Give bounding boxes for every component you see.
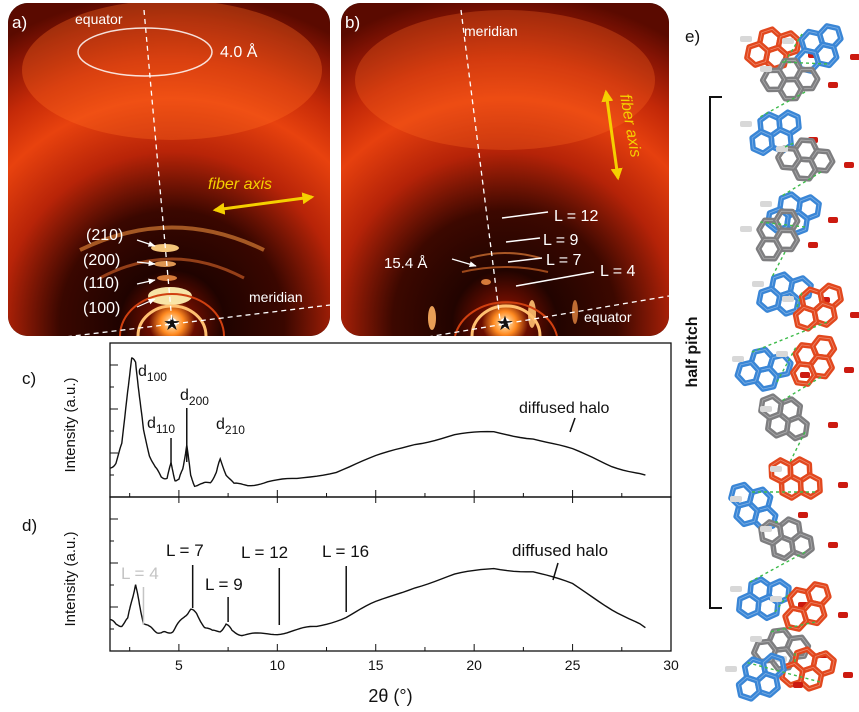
- reflection-label: (200): [83, 252, 120, 269]
- hydrogen-bond: [759, 91, 806, 118]
- meridian-label-a: meridian: [249, 289, 303, 305]
- hydrogen-bond: [769, 621, 816, 633]
- aromatic-ring-cluster: [730, 576, 808, 622]
- layer-line-annotation: L = 9: [205, 575, 243, 594]
- aromatic-ring-cluster: [725, 652, 803, 702]
- aromatic-ring-cluster: [775, 137, 854, 182]
- layer-line-label: L = 7: [546, 252, 582, 269]
- hydrogen-bond: [779, 61, 828, 65]
- layer-line-label: L = 12: [554, 208, 598, 225]
- hydrogen-bond: [784, 141, 797, 148]
- peak-annotation: d100: [138, 363, 167, 384]
- layer-line-annotation: L = 4: [121, 564, 159, 583]
- layer-line-annotation: L = 16: [322, 542, 369, 561]
- y-axis-label: Intensity (a.u.): [62, 531, 79, 626]
- x-tick-label: 25: [565, 657, 581, 673]
- hydrogen-bond: [759, 221, 806, 228]
- fiber-axis-arrow-a: [212, 192, 315, 215]
- layer-line-label: L = 4: [600, 263, 636, 280]
- aromatic-ring-cluster: [752, 271, 830, 317]
- x-tick-label: 5: [175, 657, 183, 673]
- equator-dashed-line-a: [143, 9, 173, 323]
- half-pitch-label: half pitch: [684, 316, 701, 387]
- aromatic-ring-cluster: [770, 581, 848, 632]
- aromatic-ring-cluster: [732, 346, 810, 392]
- panel-b-label: b): [345, 13, 360, 32]
- peak-annotation: d210: [216, 416, 245, 437]
- peak-annotation: d200: [180, 387, 209, 408]
- layer-line-labels-b: L = 12 L = 9 L = 7 L = 4: [501, 208, 636, 287]
- spacing-label-b: 15.4 Å: [384, 255, 427, 272]
- half-pitch-bracket: [709, 96, 722, 609]
- aromatic-ring-cluster: [758, 516, 838, 562]
- ring-spacing-label-a: 4.0 Å: [220, 42, 258, 61]
- reflection-label: (110): [83, 275, 119, 292]
- aromatic-ring-cluster: [776, 334, 854, 387]
- intensity-trace: [109, 567, 646, 637]
- layer-line-annotation: L = 7: [166, 541, 204, 560]
- annotation-leader: [552, 562, 559, 581]
- annotation-leader: [569, 417, 576, 433]
- peak-annotation: d110: [147, 415, 175, 436]
- x-axis-label: 2θ (°): [368, 686, 412, 706]
- x-tick-label: 20: [466, 657, 482, 673]
- x-tick-label: 10: [270, 657, 286, 673]
- reflection-labels-a: (210) (200) (110) (100): [83, 227, 156, 317]
- equator-dashed-line-b: [409, 295, 670, 341]
- chart-frame: [109, 342, 672, 498]
- aromatic-ring-cluster: [760, 191, 838, 237]
- aromatic-ring-cluster: [728, 481, 808, 532]
- hydrogen-bond: [776, 346, 797, 383]
- intensity-trace: [109, 357, 646, 488]
- reflection-label: (210): [86, 227, 123, 244]
- hydrogen-bond: [796, 291, 803, 308]
- diffraction-pattern-a: ★: [8, 3, 330, 336]
- x-tick-label: 30: [663, 657, 679, 673]
- hydrogen-bond: [751, 321, 828, 353]
- equator-label-b: equator: [584, 309, 632, 325]
- panel-e-label: e): [685, 27, 700, 46]
- aromatic-ring-cluster: [740, 208, 818, 262]
- meridian-dashed-line-a: [39, 304, 331, 341]
- reflection-label: (100): [83, 300, 120, 317]
- equator-label-a: equator: [75, 11, 123, 27]
- diffraction-pattern-b: ★: [341, 3, 669, 336]
- aromatic-ring-cluster: [775, 646, 853, 692]
- hydrogen-bond: [779, 376, 822, 403]
- panel-a-label: a): [12, 13, 27, 32]
- hydrogen-bond: [774, 591, 791, 613]
- chart-frame: [109, 496, 672, 652]
- svg-text:★: ★: [496, 313, 514, 335]
- hydrogen-bond: [744, 661, 821, 683]
- hydrogen-bond: [779, 171, 822, 198]
- aromatic-ring-cluster: [758, 393, 838, 442]
- hydrogen-bond: [749, 551, 806, 583]
- fiber-axis-arrow-b: [601, 89, 623, 181]
- peak-annotation: diffused halo: [519, 400, 610, 417]
- chart-panel-label: c): [22, 369, 36, 388]
- y-axis-label: Intensity (a.u.): [62, 377, 79, 472]
- layer-line-label: L = 9: [543, 232, 579, 249]
- chart-panel-d: d) Intensity (a.u.) L = 4 L = 7L = 9 L = 12 L…: [22, 496, 679, 706]
- meridian-dashed-line-b: [460, 9, 501, 321]
- meridian-label-b: meridian: [464, 23, 518, 39]
- layer-line-annotation: diffused halo: [512, 541, 608, 560]
- aromatic-ring-cluster: [759, 57, 838, 102]
- fiber-axis-label-a: fiber axis: [208, 176, 272, 193]
- svg-text:★: ★: [163, 313, 181, 335]
- molecular-stack-model: [725, 23, 859, 702]
- chart-panel-label: d): [22, 516, 37, 535]
- x-tick-label: 15: [368, 657, 384, 673]
- layer-line-annotation: L = 12: [241, 543, 288, 562]
- hydrogen-bond: [771, 251, 786, 278]
